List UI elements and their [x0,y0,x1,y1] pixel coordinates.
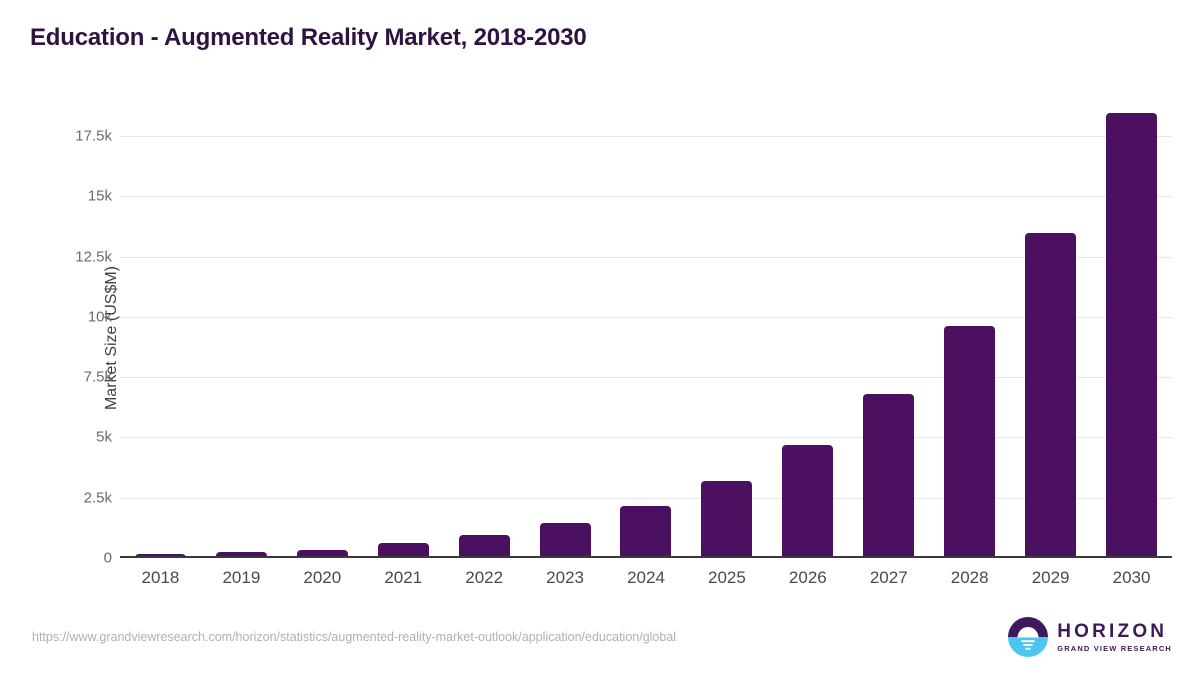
y-axis-tick-labels: 0 2.5k 5k 7.5k 10k 12.5k 15k 17.5k [0,100,112,567]
y-axis-tick-label: 12.5k [75,248,112,266]
x-axis-tick-label: 2022 [465,568,504,587]
x-axis-tick-label: 2028 [950,568,989,587]
source-url[interactable]: https://www.grandviewresearch.com/horizo… [32,630,677,644]
brand-name: HORIZON [1057,620,1168,642]
gridlines [120,100,1172,558]
y-axis-tick-label: 0 [103,549,112,567]
y-axis-tick-label: 10k [87,308,112,326]
bar-2019[interactable] [215,552,267,558]
bar-2023[interactable] [539,523,591,558]
y-axis-tick-label: 17.5k [75,127,112,145]
bar-2029[interactable] [1025,233,1077,558]
chart-title: Education - Augmented Reality Market, 20… [30,24,587,51]
x-axis-tick-label: 2020 [303,568,342,587]
bar-slot [848,100,929,558]
bar-slot [1010,100,1091,558]
x-axis-tick-label: 2027 [869,568,908,587]
bar-2024[interactable] [620,506,672,558]
y-axis-tick-label: 2.5k [83,489,112,507]
bar-slot [120,100,201,558]
x-axis-tick-label: 2024 [627,568,665,587]
gridline [120,377,1172,379]
x-axis-tick-label: 2018 [141,568,180,587]
x-axis-tick-label: 2030 [1112,568,1151,587]
bar-slot [606,100,687,558]
bar-slot [201,100,282,558]
brand-tagline: GRAND VIEW RESEARCH [1057,643,1172,653]
gridline [120,196,1172,198]
bar-2025[interactable] [701,480,753,558]
bar-slot [767,100,848,558]
bar-2021[interactable] [377,543,429,558]
y-axis-tick-label: 5k [96,428,112,446]
gridline [120,316,1172,318]
x-axis-tick-label: 2025 [708,568,746,587]
bar-slot [929,100,1010,558]
x-axis-line [120,556,1172,558]
x-axis-tick-label: 2026 [788,568,827,587]
x-axis-tick-label: 2021 [384,568,423,587]
bar-2027[interactable] [863,394,915,558]
y-axis-tick-label: 15k [87,187,112,205]
bar-2030[interactable] [1106,113,1158,558]
gridline [120,136,1172,138]
x-axis-tick-labels: 2018 2019 2020 2021 2022 2023 2024 2025 2026 2027… [120,568,1172,588]
bar-2022[interactable] [458,534,510,558]
horizon-logo-icon [1008,617,1049,657]
bar-2026[interactable] [782,444,834,558]
gridline [120,437,1172,439]
x-axis-tick-label: 2029 [1031,568,1070,587]
brand-logo: HORIZON GRAND VIEW RESEARCH [1008,617,1172,657]
x-axis-tick-label: 2023 [546,568,584,587]
bar-slot [525,100,606,558]
bar-2020[interactable] [296,549,348,558]
gridline [120,256,1172,258]
bar-slot [444,100,525,558]
bar-slot [282,100,363,558]
plot-area [120,100,1172,558]
brand-text: HORIZON GRAND VIEW RESEARCH [1057,622,1172,653]
bar-slot [363,100,444,558]
bar-slot [686,100,767,558]
bars-layer [120,100,1172,558]
bar-2028[interactable] [944,325,996,558]
y-axis-tick-label: 7.5k [83,368,112,386]
x-axis-tick-label: 2019 [222,568,261,587]
gridline [120,497,1172,499]
bar-slot [1091,100,1172,558]
